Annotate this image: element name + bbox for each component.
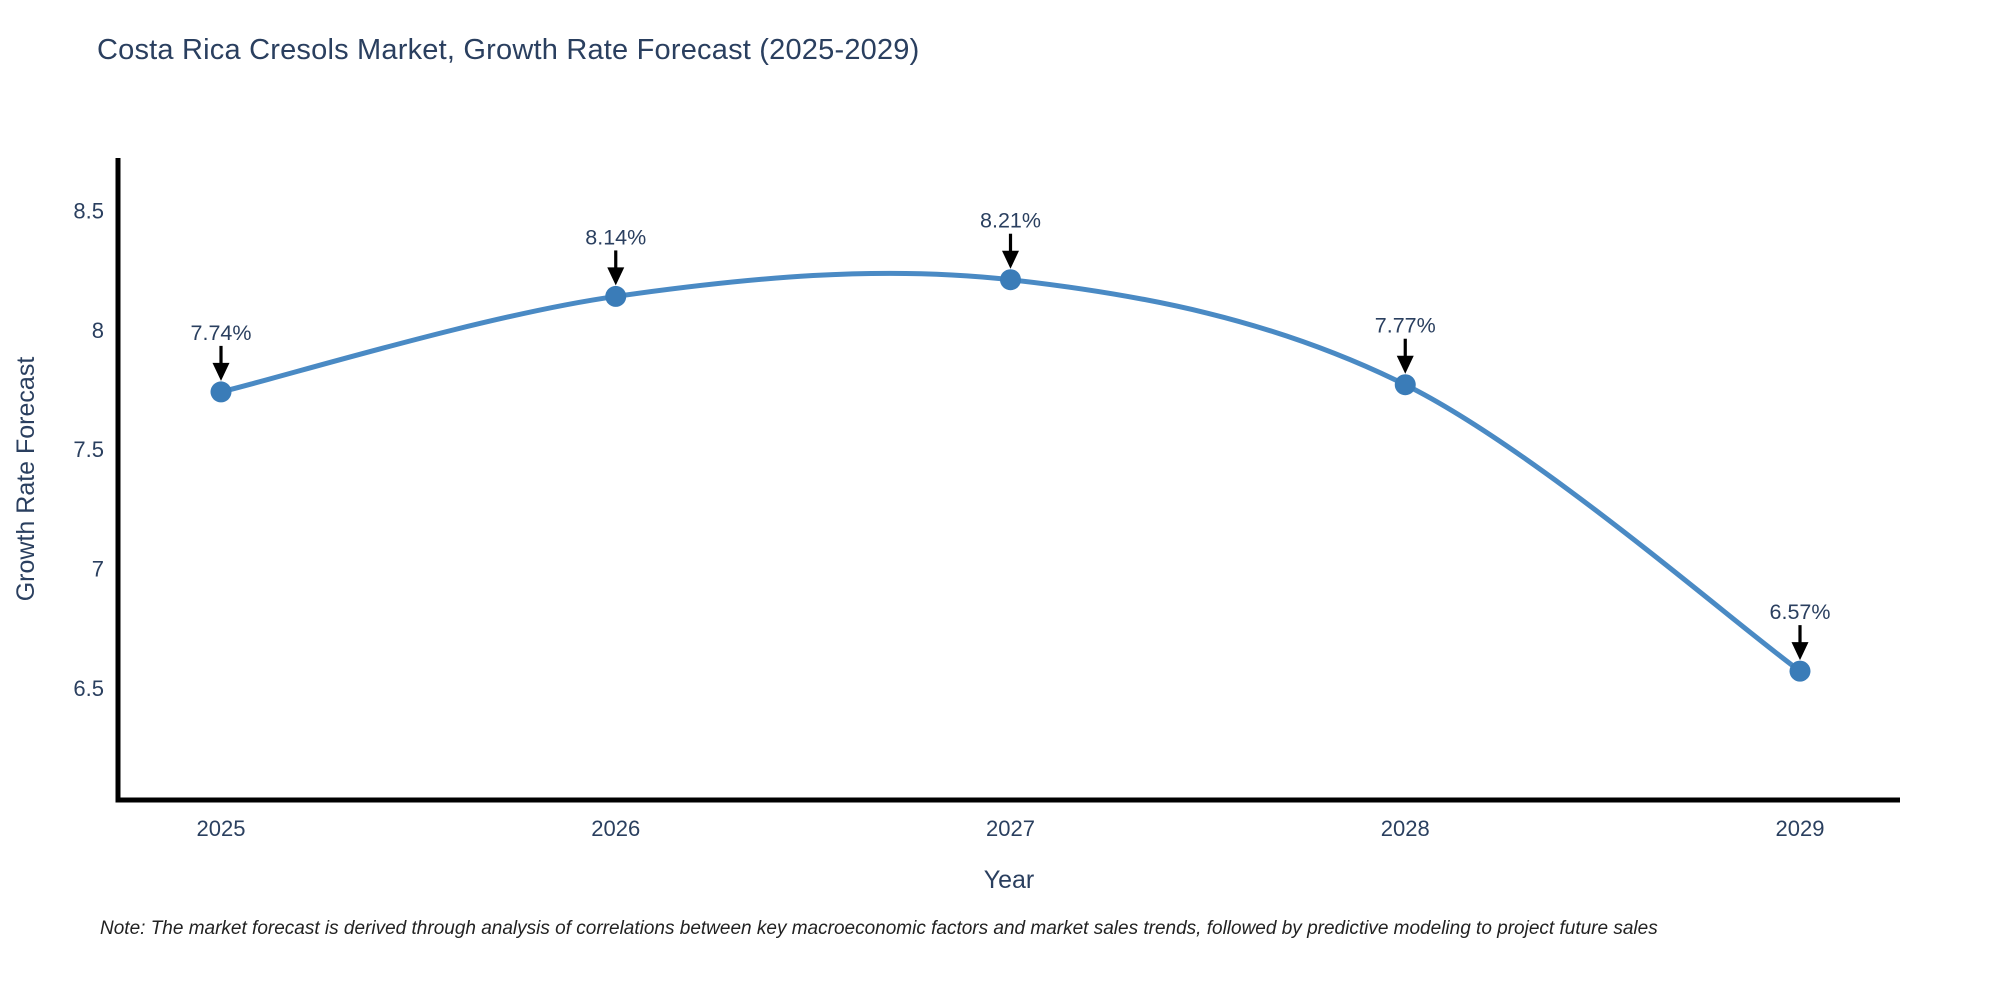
y-tick-label: 8 [92,318,104,343]
y-tick-label: 7 [92,556,104,581]
annotation-arrowhead-icon [1002,250,1019,269]
point-value-label: 8.14% [585,225,646,249]
chart-title: Costa Rica Cresols Market, Growth Rate F… [97,34,920,66]
x-tick-label: 2029 [1776,816,1825,841]
point-value-label: 7.77% [1375,314,1436,338]
data-point-marker [1394,374,1416,396]
annotation-arrowhead-icon [212,362,230,381]
data-point-marker [1789,660,1811,682]
point-value-label: 6.57% [1770,600,1831,624]
annotation-arrowhead-icon [607,267,625,286]
chart-footnote: Note: The market forecast is derived thr… [100,918,1658,939]
x-tick-label: 2028 [1381,816,1430,841]
x-axis-title: Year [984,866,1035,894]
x-tick-label: 2026 [591,816,640,841]
x-tick-label: 2025 [197,816,246,841]
growth-rate-line [218,270,1803,674]
y-tick-label: 7.5 [73,437,104,462]
data-point-marker [1000,269,1021,291]
x-tick-label: 2027 [986,816,1035,841]
data-point-marker [605,285,627,307]
data-point-marker [210,381,232,403]
point-value-label: 8.21% [980,209,1041,233]
y-axis-title: Growth Rate Forecast [12,357,40,602]
y-tick-label: 8.5 [73,199,104,224]
annotation-arrowhead-icon [1396,355,1414,374]
annotation-arrowhead-icon [1791,642,1809,661]
y-tick-label: 6.5 [73,676,104,701]
point-value-label: 7.74% [191,321,252,345]
